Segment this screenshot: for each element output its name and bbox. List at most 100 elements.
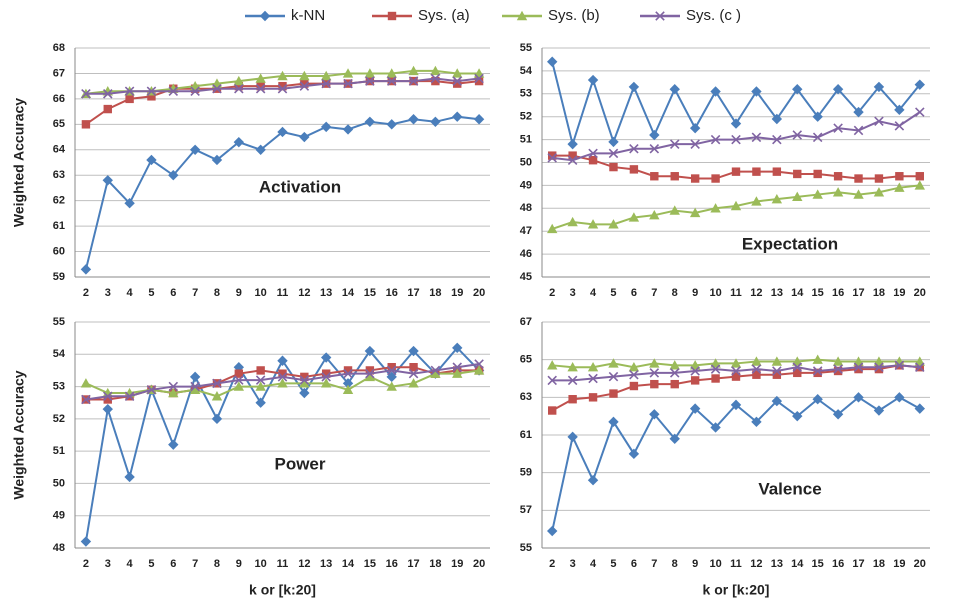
data-point	[751, 364, 762, 374]
data-point	[895, 172, 904, 181]
y-tick-label: 55	[520, 42, 532, 54]
data-point	[342, 378, 354, 389]
y-tick-label: 61	[53, 220, 65, 232]
data-point	[321, 369, 331, 378]
data-point	[812, 354, 823, 364]
data-point	[430, 65, 441, 76]
data-point	[321, 372, 331, 382]
legend-label: Sys. (c )	[686, 7, 741, 24]
data-point	[189, 144, 201, 155]
data-point	[588, 393, 598, 402]
data-point	[255, 375, 266, 385]
data-point	[190, 381, 200, 392]
y-tick-label: 65	[520, 354, 532, 366]
data-point	[608, 219, 619, 229]
data-point	[710, 203, 721, 213]
x-tick-label: 5	[610, 558, 616, 570]
data-point	[690, 174, 700, 183]
x-tick-label: 11	[730, 558, 742, 570]
data-point	[587, 362, 599, 372]
y-tick-label: 52	[520, 111, 532, 123]
data-point	[146, 385, 157, 395]
y-tick-label: 54	[520, 65, 533, 77]
data-point	[812, 132, 823, 143]
data-point	[670, 172, 679, 181]
data-point	[452, 111, 463, 122]
data-point	[431, 76, 440, 86]
data-point	[168, 439, 179, 450]
data-point	[320, 378, 332, 388]
data-point	[894, 360, 905, 371]
x-tick-label: 20	[914, 287, 926, 299]
x-tick-label: 16	[832, 558, 844, 570]
x-tick-label: 6	[631, 558, 637, 570]
data-point	[629, 381, 639, 391]
data-point	[124, 391, 135, 402]
data-point	[628, 362, 640, 372]
data-point	[608, 416, 619, 428]
data-point	[299, 81, 310, 91]
data-point	[364, 345, 376, 357]
x-tick-label: 13	[771, 287, 783, 299]
data-point	[649, 209, 660, 220]
x-tick-label: 19	[893, 558, 905, 570]
x-tick-label: 14	[791, 287, 804, 299]
data-point	[547, 525, 558, 537]
x-tick-label: 17	[407, 287, 419, 299]
x-tick-label: 7	[651, 287, 657, 299]
x-axis-title: k or [k:20]	[249, 582, 316, 598]
data-point	[80, 536, 92, 547]
data-point	[299, 375, 310, 385]
data-point	[812, 366, 823, 376]
data-point	[408, 114, 419, 125]
data-point	[278, 369, 287, 378]
data-point	[751, 86, 762, 97]
data-point	[278, 81, 287, 91]
data-point	[453, 79, 462, 88]
x-tick-label: 2	[83, 558, 89, 570]
data-point	[234, 375, 244, 385]
data-point	[299, 131, 310, 143]
data-point	[915, 172, 924, 181]
data-point	[853, 189, 864, 199]
data-point	[343, 368, 353, 379]
data-point	[669, 433, 680, 444]
y-tick-label: 47	[520, 225, 532, 237]
legend-marker	[655, 11, 665, 21]
data-point	[690, 366, 700, 376]
data-point	[874, 116, 884, 127]
x-tick-label: 2	[83, 287, 89, 299]
data-point	[894, 121, 905, 131]
y-tick-label: 59	[53, 271, 65, 283]
x-tick-label: 9	[236, 287, 242, 299]
data-point	[567, 362, 578, 372]
data-point	[147, 92, 156, 101]
x-tick-label: 15	[812, 558, 824, 570]
x-tick-label: 16	[386, 558, 398, 570]
y-tick-label: 55	[53, 316, 65, 328]
data-point	[609, 162, 618, 172]
x-tick-label: 17	[852, 287, 864, 299]
series-line	[551, 396, 921, 532]
data-point	[300, 372, 309, 382]
x-tick-label: 4	[127, 558, 134, 570]
data-point	[81, 89, 91, 99]
y-tick-label: 66	[53, 93, 65, 105]
data-point	[452, 362, 463, 372]
data-point	[752, 370, 761, 379]
data-point	[669, 205, 680, 215]
data-point	[608, 358, 619, 368]
data-point	[710, 134, 721, 145]
data-point	[813, 368, 822, 378]
data-point	[386, 381, 397, 391]
data-point	[690, 376, 700, 385]
data-point	[752, 167, 761, 176]
x-tick-label: 12	[750, 287, 762, 299]
data-point	[629, 143, 639, 154]
x-tick-label: 11	[277, 558, 289, 570]
data-point	[255, 73, 266, 83]
x-tick-label: 15	[364, 287, 376, 299]
x-tick-label: 18	[429, 287, 441, 299]
y-tick-label: 63	[520, 391, 532, 403]
x-tick-label: 12	[298, 287, 310, 299]
